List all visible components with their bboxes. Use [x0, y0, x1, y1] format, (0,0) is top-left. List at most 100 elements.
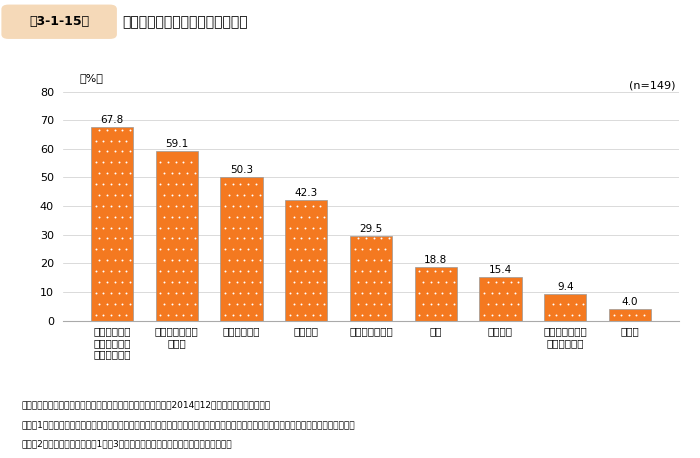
Point — [178, 245, 189, 253]
Point — [414, 267, 425, 275]
Point — [227, 289, 238, 296]
Point — [307, 311, 318, 318]
Text: 9.4: 9.4 — [557, 282, 573, 292]
Point — [242, 267, 253, 275]
Text: 67.8: 67.8 — [100, 114, 124, 125]
Point — [102, 126, 113, 133]
Point — [223, 235, 235, 242]
Point — [295, 278, 307, 286]
Point — [159, 191, 170, 199]
Point — [570, 300, 581, 307]
Text: 地域商社が担っている重要な機能: 地域商社が担っている重要な機能 — [122, 15, 248, 29]
Point — [109, 148, 120, 155]
Point — [501, 311, 512, 318]
Point — [231, 213, 242, 220]
Point — [105, 202, 116, 209]
Point — [102, 213, 113, 220]
Point — [384, 300, 395, 307]
Point — [239, 300, 250, 307]
Point — [360, 300, 372, 307]
Point — [315, 311, 326, 318]
Point — [372, 267, 383, 275]
Point — [315, 267, 326, 275]
Point — [178, 311, 189, 318]
Point — [292, 311, 303, 318]
Text: （注）1．「地域商社は存在する」と回答した市町村に対して、地域商社が担っている機能について重要だと思われるものを尋ねたもの。: （注）1．「地域商社は存在する」と回答した市町村に対して、地域商社が担っている機… — [21, 420, 355, 429]
Point — [315, 202, 326, 209]
Point — [97, 267, 108, 275]
Point — [250, 202, 261, 209]
Point — [242, 245, 253, 253]
Point — [159, 300, 170, 307]
Point — [90, 158, 101, 166]
Point — [125, 126, 136, 133]
Point — [181, 235, 193, 242]
Point — [117, 256, 128, 264]
Point — [284, 289, 295, 296]
Point — [250, 224, 261, 231]
Point — [353, 300, 364, 307]
Point — [318, 300, 330, 307]
Point — [94, 126, 105, 133]
Point — [94, 191, 105, 199]
Text: 18.8: 18.8 — [424, 255, 447, 265]
Point — [364, 289, 375, 296]
Point — [379, 289, 391, 296]
Point — [295, 256, 307, 264]
Point — [159, 256, 170, 264]
Point — [307, 267, 318, 275]
Point — [318, 235, 330, 242]
Point — [189, 213, 200, 220]
Point — [559, 311, 570, 318]
Point — [242, 224, 253, 231]
Point — [372, 311, 383, 318]
Point — [109, 235, 120, 242]
Point — [509, 311, 520, 318]
Point — [554, 300, 566, 307]
Point — [155, 245, 166, 253]
Point — [189, 169, 200, 177]
Point — [120, 137, 132, 144]
Point — [223, 256, 235, 264]
Point — [166, 256, 177, 264]
Point — [120, 180, 132, 188]
Point — [105, 311, 116, 318]
Text: 59.1: 59.1 — [165, 139, 188, 149]
Point — [178, 180, 189, 188]
Point — [94, 213, 105, 220]
Point — [105, 180, 116, 188]
Point — [437, 289, 448, 296]
Point — [368, 278, 379, 286]
Point — [574, 311, 585, 318]
Point — [482, 278, 493, 286]
Point — [246, 191, 258, 199]
Point — [353, 256, 364, 264]
Point — [288, 235, 299, 242]
Point — [239, 235, 250, 242]
Point — [220, 202, 231, 209]
Point — [498, 278, 509, 286]
Point — [181, 169, 193, 177]
Bar — [350, 236, 392, 321]
Point — [578, 300, 589, 307]
Point — [448, 300, 459, 307]
Point — [174, 191, 185, 199]
Point — [90, 224, 101, 231]
Point — [284, 224, 295, 231]
Point — [315, 224, 326, 231]
Point — [246, 256, 258, 264]
Point — [109, 191, 120, 199]
Point — [254, 256, 265, 264]
Point — [284, 311, 295, 318]
Point — [159, 213, 170, 220]
Point — [170, 267, 181, 275]
Point — [360, 235, 372, 242]
Point — [90, 245, 101, 253]
Point — [440, 278, 452, 286]
Point — [608, 311, 619, 318]
Point — [284, 267, 295, 275]
Point — [90, 202, 101, 209]
Point — [414, 289, 425, 296]
Point — [303, 213, 314, 220]
Point — [315, 289, 326, 296]
